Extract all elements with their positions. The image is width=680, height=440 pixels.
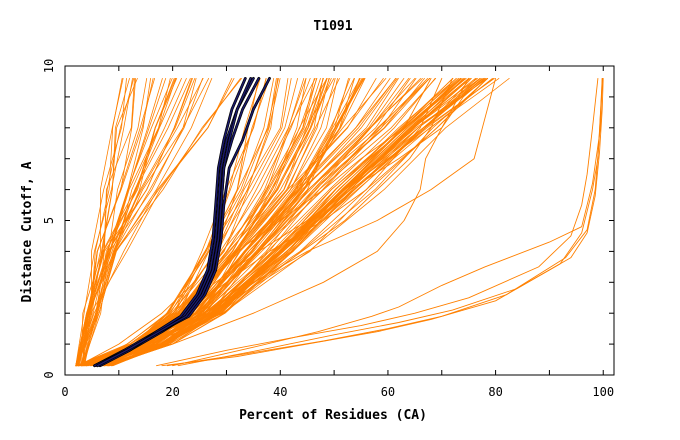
model-line-group2 [108, 78, 459, 367]
model-line [86, 77, 486, 367]
model-line-group0 [75, 78, 233, 367]
x-tick-label: 60 [381, 385, 395, 399]
x-tick-label: 20 [165, 385, 179, 399]
model-line-group2 [108, 78, 461, 367]
model-line-group0 [79, 78, 182, 367]
model-line-group0 [82, 78, 124, 367]
model-line-group3 [87, 78, 459, 367]
model-line-group0 [75, 78, 176, 367]
x-axis-label: Percent of Residues (CA) [239, 408, 427, 423]
model-line [78, 77, 453, 367]
model-line [78, 77, 432, 367]
model-line-group3 [87, 78, 466, 367]
chart-title: T1091 [313, 19, 352, 34]
model-line-group0 [75, 78, 133, 367]
model-line-group0 [75, 78, 135, 367]
model-line-group3 [100, 78, 466, 367]
model-line-group3 [96, 78, 454, 367]
y-tick-label: 5 [42, 217, 56, 224]
model-line-group2 [103, 78, 428, 367]
model-line-group2 [94, 78, 399, 367]
model-line [91, 77, 497, 367]
model-line-group2 [98, 78, 398, 367]
model-line-group0 [81, 78, 204, 367]
model-line-group0 [75, 78, 193, 367]
x-tick-label: 80 [488, 385, 502, 399]
x-tick-label: 100 [592, 385, 614, 399]
model-line-group2 [95, 78, 425, 367]
y-axis-ticks: 0 5 10 [42, 59, 614, 379]
model-line-group0 [75, 78, 171, 367]
model-line [177, 77, 604, 367]
x-tick-label: 40 [273, 385, 287, 399]
y-tick-label: 0 [42, 371, 56, 378]
highlighted-model-line [96, 77, 252, 367]
model-line-group2 [102, 78, 387, 367]
model-line-group0 [82, 78, 213, 367]
x-tick-label: 0 [61, 385, 68, 399]
model-line [172, 77, 603, 367]
y-axis-label: Distance Cutoff, A [20, 161, 35, 302]
plot-lines [75, 77, 604, 368]
model-line [156, 77, 599, 367]
y-tick-label: 10 [42, 59, 56, 73]
model-line-group3 [97, 78, 510, 367]
x-axis-ticks: 0 20 40 60 80 100 [61, 66, 614, 399]
model-line-group0 [84, 78, 155, 367]
